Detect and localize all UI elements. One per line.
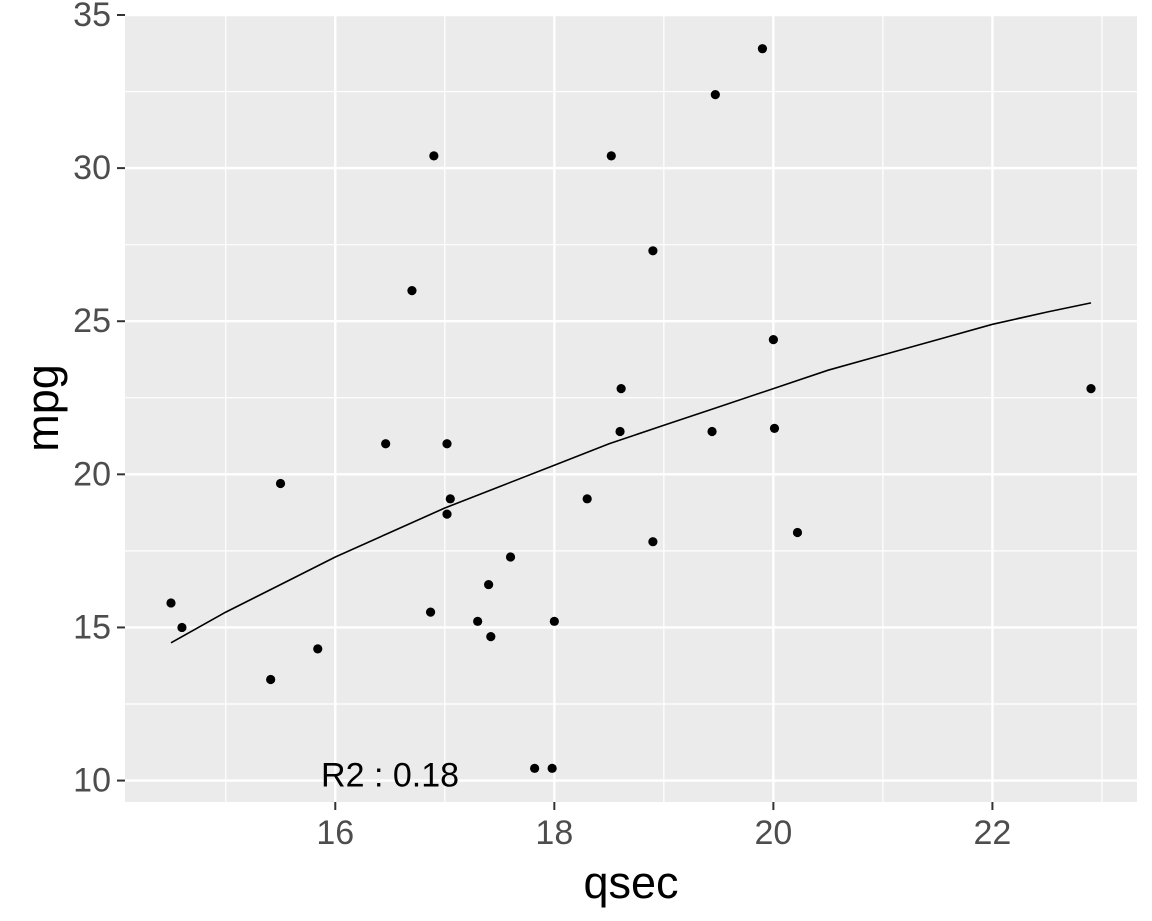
data-point xyxy=(582,494,592,504)
y-tick-label: 10 xyxy=(73,762,111,800)
y-tick-label: 30 xyxy=(73,149,111,187)
x-axis-title: qsec xyxy=(583,857,678,908)
data-point xyxy=(442,439,452,449)
minor-gridlines xyxy=(125,15,1137,802)
data-point xyxy=(710,90,720,100)
x-tick-label: 16 xyxy=(316,814,354,852)
data-point xyxy=(792,527,803,538)
data-point xyxy=(425,607,436,617)
y-tick-label: 35 xyxy=(73,0,111,34)
data-point xyxy=(1086,383,1096,394)
data-point xyxy=(606,151,616,161)
y-axis-title: mpg xyxy=(17,364,68,452)
data-point xyxy=(407,286,417,296)
data-point xyxy=(445,494,455,504)
x-tick-label: 18 xyxy=(535,814,573,852)
data-point xyxy=(166,598,176,608)
data-point xyxy=(616,383,626,394)
data-point xyxy=(547,763,557,773)
major-gridlines xyxy=(125,13,1137,802)
data-point xyxy=(707,426,717,437)
data-point xyxy=(381,439,391,449)
data-point xyxy=(549,616,559,626)
y-tick-label: 20 xyxy=(73,455,111,493)
data-point xyxy=(442,509,452,519)
fit-line-group xyxy=(170,302,1092,644)
data-point xyxy=(429,151,439,161)
data-point xyxy=(486,632,496,642)
data-point xyxy=(757,44,768,54)
data-point xyxy=(648,246,658,256)
data-point xyxy=(275,478,286,489)
data-point xyxy=(769,423,780,434)
data-point xyxy=(177,622,187,633)
fit-line xyxy=(170,302,1092,644)
r2-annotation: R2 : 0.18 xyxy=(321,756,459,794)
y-axis: 10 15 20 25 30 35 xyxy=(73,0,125,800)
data-point xyxy=(313,644,323,654)
data-point xyxy=(648,537,658,547)
x-tick-label: 20 xyxy=(754,814,792,852)
annotations: R2 : 0.18 xyxy=(321,756,459,794)
y-tick-label: 15 xyxy=(73,608,111,646)
data-point xyxy=(768,334,778,345)
data-point xyxy=(473,616,483,626)
data-point xyxy=(530,763,540,773)
data-point xyxy=(615,426,625,437)
data-point xyxy=(505,552,516,562)
x-axis: 16 18 20 22 xyxy=(316,802,1011,852)
plot-panel xyxy=(125,15,1137,802)
x-tick-label: 22 xyxy=(974,814,1012,852)
data-points xyxy=(166,44,1096,773)
data-point xyxy=(484,579,494,590)
data-point xyxy=(266,674,276,685)
y-tick-label: 25 xyxy=(73,302,111,340)
